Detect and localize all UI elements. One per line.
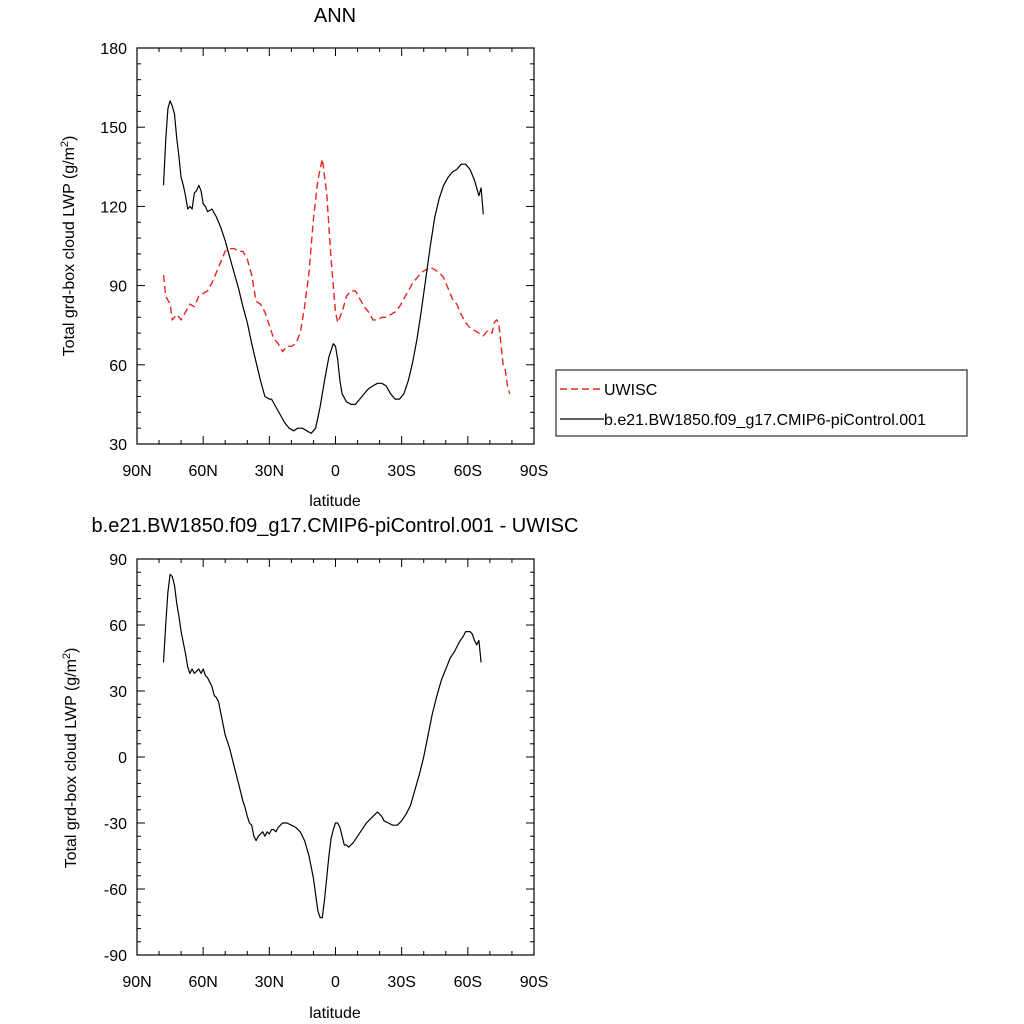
top-chart-panel: ANN 90N 60N 30N 0 30S 60S 90S 30 60 90 120 150 180 l… <box>59 5 548 510</box>
top-chart-x-tick-label: 0 <box>331 463 340 480</box>
bottom-chart-series-line-0 <box>162 573 482 919</box>
bottom-chart-y-axis-label-text: Total grd-box cloud LWP (g/m <box>63 659 80 868</box>
bottom-chart-x-tick-label: 90N <box>122 974 151 991</box>
top-chart-x-tick-label: 60S <box>454 463 482 480</box>
top-chart-x-tick-label: 30N <box>255 463 284 480</box>
top-chart-x-tick-label: 90S <box>520 463 548 480</box>
top-chart-series-line-uwisc <box>162 158 511 394</box>
bottom-chart-y-tick-label: 0 <box>118 750 127 767</box>
bottom-chart-y-tick-label: -30 <box>104 816 127 833</box>
bottom-chart-x-tick-label: 60S <box>454 974 482 991</box>
top-chart-plot-frame <box>136 47 535 445</box>
bottom-chart-x-axis-label: latitude <box>309 1005 361 1022</box>
bottom-chart-x-tick-label: 0 <box>331 974 340 991</box>
top-chart-series-line-b-e21-bw1850-f09-g17-cmip6-picontrol-001 <box>162 100 484 434</box>
bottom-chart-y-tick-label: -60 <box>104 882 127 899</box>
bottom-chart-y-tick-label: 30 <box>109 684 127 701</box>
bottom-chart-x-tick-label: 60N <box>188 974 217 991</box>
bottom-chart-y-axis-label-close: ) <box>63 648 80 653</box>
top-chart-x-tick-label: 90N <box>122 463 151 480</box>
legend-label-uwisc: UWISC <box>604 382 657 399</box>
top-chart-y-tick-label: 60 <box>109 358 127 375</box>
bottom-chart-y-axis-label-superscript: 2 <box>61 653 73 659</box>
top-chart-y-axis-label-text: Total grd-box cloud LWP (g/m <box>61 147 78 356</box>
bottom-chart-x-tick-label: 30S <box>387 974 415 991</box>
top-chart-y-axis-label: Total grd-box cloud LWP (g/m2) <box>59 136 78 357</box>
bottom-chart-x-tick-label: 90S <box>520 974 548 991</box>
legend: UWISC b.e21.BW1850.f09_g17.CMIP6-piContr… <box>555 369 968 437</box>
bottom-chart-x-tick-label: 30N <box>255 974 284 991</box>
top-chart-y-tick-label: 30 <box>109 437 127 454</box>
top-chart-y-tick-label: 150 <box>100 120 127 137</box>
bottom-chart-y-tick-label: -90 <box>104 948 127 965</box>
bottom-chart-plot-frame <box>136 558 535 956</box>
bottom-chart-panel: b.e21.BW1850.f09_g17.CMIP6-piControl.001… <box>61 515 578 1022</box>
bottom-chart-title: b.e21.BW1850.f09_g17.CMIP6-piControl.001… <box>92 515 579 537</box>
legend-label-model: b.e21.BW1850.f09_g17.CMIP6-piControl.001 <box>604 412 926 429</box>
top-chart-x-tick-label: 30S <box>387 463 415 480</box>
top-chart-y-tick-label: 180 <box>100 41 127 58</box>
bottom-chart-y-tick-label: 60 <box>109 618 127 635</box>
top-chart-y-axis-label-superscript: 2 <box>59 141 71 147</box>
top-chart-x-tick-label: 60N <box>188 463 217 480</box>
bottom-chart-y-tick-label: 90 <box>109 552 127 569</box>
top-chart-marks <box>162 100 511 434</box>
top-chart-y-tick-label: 120 <box>100 199 127 216</box>
top-chart-ticks: 90N 60N 30N 0 30S 60S 90S 30 60 90 120 150 180 <box>100 41 548 480</box>
bottom-chart-marks <box>162 573 482 919</box>
legend-box <box>555 369 968 437</box>
top-chart-title: ANN <box>314 5 356 27</box>
top-chart-x-axis-label: latitude <box>309 493 361 510</box>
top-chart-y-tick-label: 90 <box>109 279 127 296</box>
bottom-chart-y-axis-label: Total grd-box cloud LWP (g/m2) <box>61 648 80 869</box>
top-chart-y-axis-label-close: ) <box>61 136 78 141</box>
